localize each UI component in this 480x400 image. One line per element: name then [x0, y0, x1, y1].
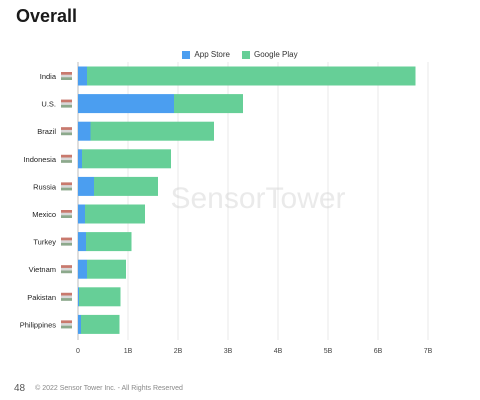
category-label: U.S. — [41, 100, 56, 109]
flag-icons — [61, 72, 72, 329]
bar-google-play-indonesia — [82, 149, 171, 169]
bar-google-play-russia — [94, 176, 158, 196]
flag-icon — [61, 320, 72, 329]
x-tick-label: 0 — [76, 348, 80, 355]
flag-icon — [61, 182, 72, 191]
legend-label-app-store: App Store — [194, 50, 230, 59]
bar-app-store-mexico — [78, 204, 85, 224]
bar-google-play-brazil — [90, 121, 214, 141]
flag-icon — [61, 292, 72, 301]
flag-icon — [61, 154, 72, 163]
bar-app-store-philippines — [78, 314, 81, 334]
x-axis-ticks: 0 1B 2B 3B 4B 5B 6B 7B — [76, 348, 433, 355]
bar-app-store-vietnam — [78, 259, 87, 279]
bar-app-store-pakistan — [78, 287, 79, 307]
bar-google-play-pakistan — [79, 287, 121, 307]
chart-bars — [78, 66, 416, 334]
x-tick-label: 7B — [424, 348, 433, 355]
legend-swatch-google-play — [241, 50, 250, 59]
legend-item-google-play: Google Play — [241, 50, 298, 59]
copyright-text: © 2022 Sensor Tower Inc. - All Rights Re… — [35, 385, 183, 392]
category-label: Turkey — [33, 238, 56, 247]
category-label: Pakistan — [27, 293, 56, 302]
category-label: Mexico — [32, 210, 56, 219]
category-label: Brazil — [37, 127, 56, 136]
x-tick-label: 2B — [174, 348, 183, 355]
category-label: Indonesia — [23, 155, 56, 164]
footer: 48 © 2022 Sensor Tower Inc. - All Rights… — [14, 383, 183, 394]
x-tick-label: 3B — [224, 348, 233, 355]
page-title: Overall — [16, 6, 78, 26]
flag-icon — [61, 127, 72, 136]
legend-item-app-store: App Store — [182, 50, 230, 59]
category-label: Philippines — [20, 320, 57, 329]
bar-app-store-turkey — [78, 232, 86, 252]
bar-google-play-india — [87, 66, 416, 86]
bar-app-store-india — [78, 66, 87, 86]
category-labels: India U.S. Brazil Indonesia Russia Mexico Turk… — [20, 72, 57, 329]
bar-google-play-vietnam — [87, 259, 126, 279]
x-tick-label: 6B — [374, 348, 383, 355]
bar-google-play-mexico — [85, 204, 145, 224]
bar-google-play-philippines — [81, 314, 120, 334]
page-number: 48 — [14, 383, 26, 394]
legend-label-google-play: Google Play — [253, 50, 298, 59]
bar-app-store-us — [78, 94, 174, 114]
x-tick-label: 1B — [124, 348, 133, 355]
category-label: India — [40, 72, 57, 81]
flag-icon — [61, 72, 72, 80]
flag-icon — [61, 237, 72, 246]
chart-legend: App Store Google Play — [0, 50, 480, 59]
bar-app-store-brazil — [78, 121, 91, 141]
legend-swatch-app-store — [182, 50, 191, 59]
bar-app-store-indonesia — [78, 149, 82, 169]
bar-google-play-us — [174, 94, 243, 114]
x-tick-label: 4B — [274, 348, 283, 355]
category-label: Vietnam — [29, 265, 56, 274]
watermark-text: SensorTower — [170, 182, 345, 215]
flag-icon — [61, 265, 72, 274]
x-tick-label: 5B — [324, 348, 333, 355]
bar-app-store-russia — [78, 176, 94, 196]
flag-icon — [61, 210, 72, 218]
category-label: Russia — [33, 182, 57, 191]
bar-google-play-turkey — [86, 232, 132, 252]
flag-icon — [61, 99, 72, 108]
